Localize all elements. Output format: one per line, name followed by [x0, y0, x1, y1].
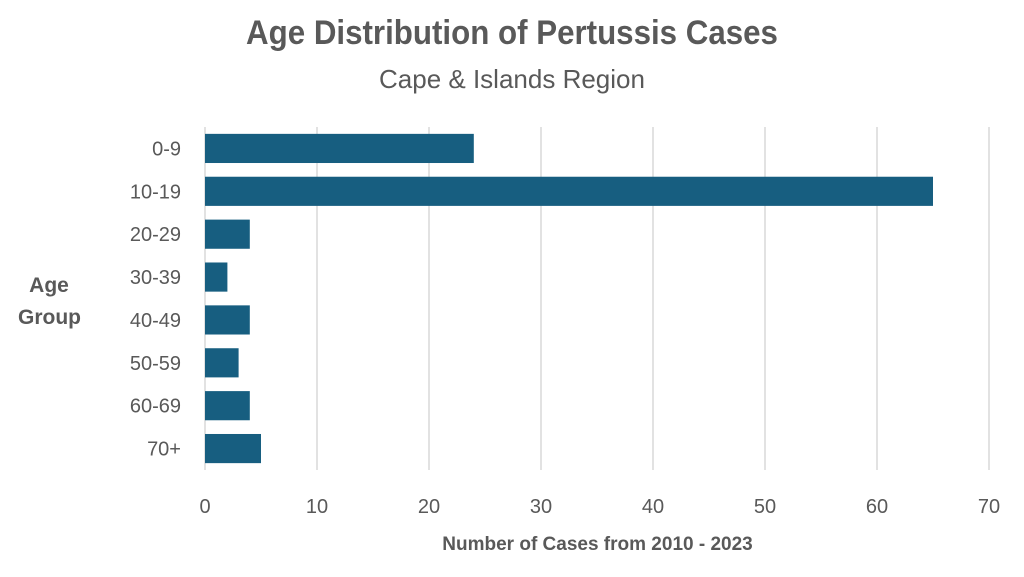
x-tick-label: 30 — [530, 496, 552, 518]
x-tick-label: 20 — [418, 496, 440, 518]
chart-subtitle: Cape & Islands Region — [379, 64, 645, 94]
y-axis-label: Age Group — [18, 274, 81, 329]
x-tick-label: 0 — [199, 496, 210, 518]
y-tick-label: 30-39 — [130, 267, 181, 289]
bar — [205, 433, 261, 464]
bar — [205, 262, 228, 292]
chart-title: Age Distribution of Pertussis Cases — [246, 14, 778, 52]
x-tick-label: 70 — [978, 496, 1000, 518]
y-tick-label: 70+ — [147, 439, 181, 461]
bar — [205, 219, 250, 249]
x-tick-label: 40 — [642, 496, 664, 518]
x-tick-label: 10 — [306, 496, 328, 518]
y-tick-label: 20-29 — [130, 224, 181, 246]
y-tick-label: 40-49 — [130, 310, 181, 332]
x-tick-label: 60 — [866, 496, 888, 518]
y-tick-label: 10-19 — [130, 181, 181, 203]
bar — [205, 348, 239, 378]
y-tick-label: 0-9 — [152, 138, 181, 160]
bar — [205, 305, 250, 335]
y-tick-label: 50-59 — [130, 353, 181, 375]
y-tick-label: 60-69 — [130, 396, 181, 418]
x-tick-label: 50 — [754, 496, 776, 518]
bar — [205, 133, 474, 164]
bar — [205, 176, 933, 206]
x-axis-label: Number of Cases from 2010 - 2023 — [442, 534, 753, 555]
bar — [205, 391, 250, 421]
